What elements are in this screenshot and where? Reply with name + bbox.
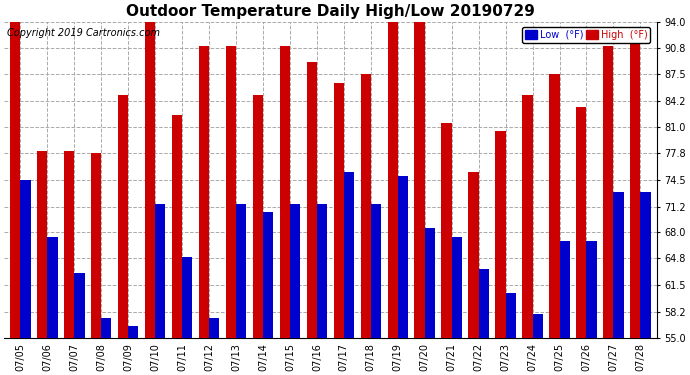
- Bar: [469, 172, 479, 338]
- Bar: [333, 82, 344, 338]
- Bar: [495, 131, 506, 338]
- Bar: [91, 153, 101, 338]
- Bar: [118, 94, 128, 338]
- Bar: [182, 257, 193, 338]
- Bar: [344, 172, 354, 338]
- Bar: [388, 22, 397, 338]
- Bar: [263, 212, 273, 338]
- Bar: [75, 273, 84, 338]
- Bar: [586, 241, 597, 338]
- Bar: [613, 192, 624, 338]
- Bar: [479, 269, 489, 338]
- Bar: [361, 74, 371, 338]
- Bar: [10, 22, 20, 338]
- Legend: Low  (°F), High  (°F): Low (°F), High (°F): [522, 27, 651, 43]
- Bar: [236, 204, 246, 338]
- Bar: [48, 237, 57, 338]
- Bar: [306, 62, 317, 338]
- Bar: [279, 46, 290, 338]
- Bar: [522, 94, 533, 338]
- Bar: [603, 46, 613, 338]
- Bar: [630, 42, 640, 338]
- Bar: [172, 115, 182, 338]
- Bar: [533, 314, 543, 338]
- Bar: [290, 204, 300, 338]
- Bar: [425, 228, 435, 338]
- Bar: [560, 241, 570, 338]
- Text: Copyright 2019 Cartronics.com: Copyright 2019 Cartronics.com: [8, 28, 161, 38]
- Bar: [640, 192, 651, 338]
- Bar: [199, 46, 209, 338]
- Bar: [253, 94, 263, 338]
- Bar: [145, 13, 155, 338]
- Bar: [371, 204, 381, 338]
- Bar: [506, 293, 516, 338]
- Bar: [37, 152, 48, 338]
- Bar: [549, 74, 560, 338]
- Bar: [128, 326, 139, 338]
- Bar: [20, 180, 30, 338]
- Bar: [415, 22, 425, 338]
- Bar: [317, 204, 327, 338]
- Bar: [155, 204, 166, 338]
- Bar: [442, 123, 452, 338]
- Bar: [576, 107, 586, 338]
- Bar: [101, 318, 112, 338]
- Title: Outdoor Temperature Daily High/Low 20190729: Outdoor Temperature Daily High/Low 20190…: [126, 4, 535, 19]
- Bar: [209, 318, 219, 338]
- Bar: [397, 176, 408, 338]
- Bar: [226, 46, 236, 338]
- Bar: [452, 237, 462, 338]
- Bar: [64, 152, 75, 338]
